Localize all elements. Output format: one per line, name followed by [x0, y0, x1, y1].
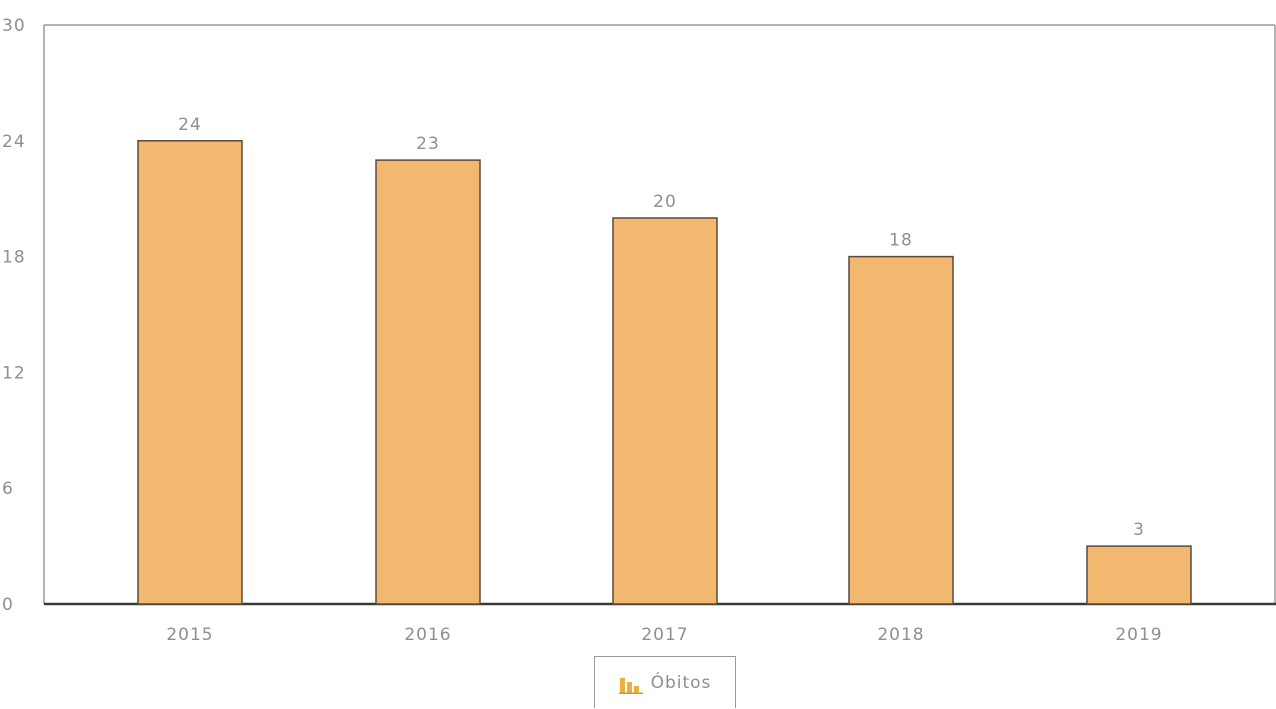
bar-2017[interactable]: [612, 217, 718, 605]
bar-chart-icon: [618, 677, 643, 694]
legend-label: Óbitos: [650, 672, 712, 693]
data-label-2019: 3: [1133, 520, 1145, 540]
data-label-2016: 23: [416, 134, 440, 154]
x-tick-label-2015: 2015: [166, 625, 213, 645]
x-axis: 2015 2016 2017 2018 2019: [166, 625, 1162, 645]
data-labels: 24 23 20 18 3: [178, 115, 1145, 540]
bar-2019[interactable]: [1086, 545, 1192, 605]
data-label-2018: 18: [889, 231, 913, 251]
y-tick-label: 6: [2, 479, 14, 499]
x-tick-label-2017: 2017: [641, 625, 688, 645]
data-label-2015: 24: [178, 115, 202, 135]
x-tick-label-2018: 2018: [877, 625, 924, 645]
y-tick-label: 18: [2, 248, 26, 268]
y-tick-label: 12: [2, 363, 26, 383]
data-label-2017: 20: [653, 192, 677, 212]
y-tick-label: 24: [2, 132, 26, 152]
bar-2018[interactable]: [848, 255, 954, 605]
y-axis: 0 6 12 18 24 30: [2, 16, 26, 615]
bar-2016[interactable]: [375, 159, 481, 605]
bars: [137, 140, 1192, 605]
x-tick-label-2019: 2019: [1115, 625, 1162, 645]
x-tick-label-2016: 2016: [404, 625, 451, 645]
y-tick-label: 0: [2, 595, 14, 615]
legend[interactable]: Óbitos: [594, 656, 736, 708]
y-tick-label: 30: [2, 16, 26, 36]
bar-2015[interactable]: [137, 140, 243, 605]
